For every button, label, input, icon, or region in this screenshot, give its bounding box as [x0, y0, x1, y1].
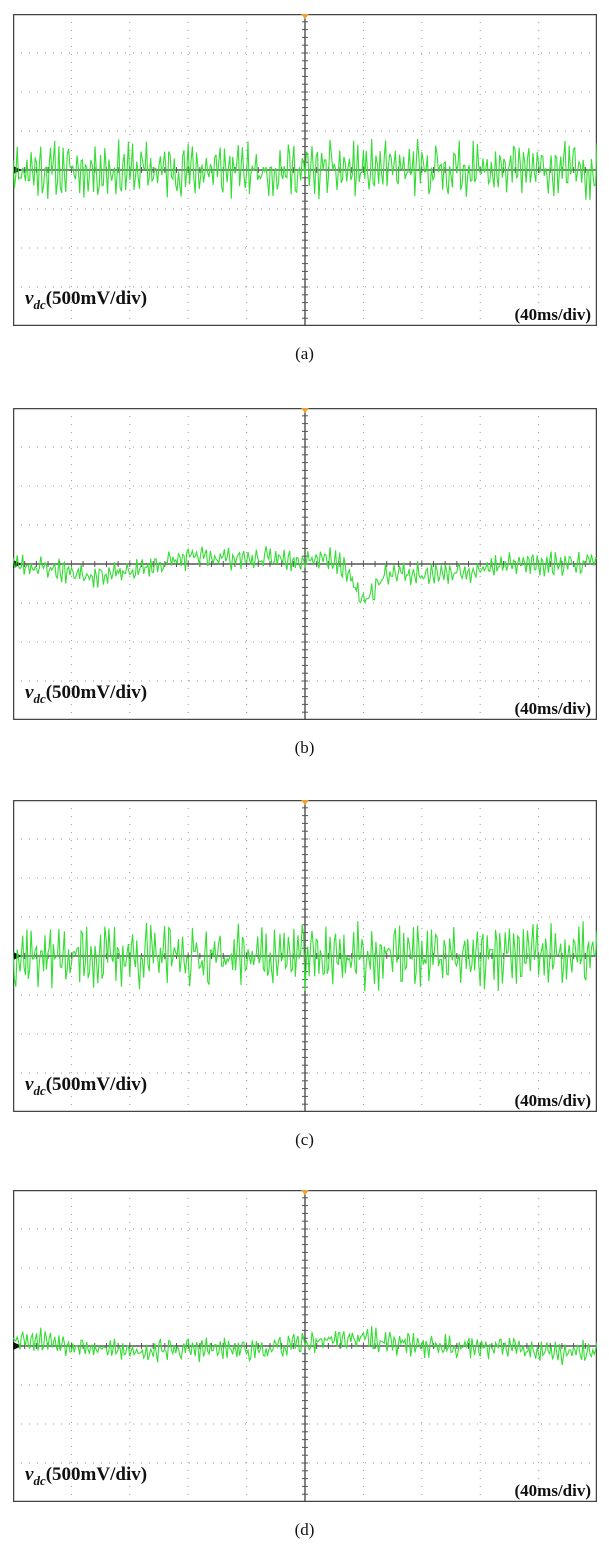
- ground-marker-icon: [13, 1342, 22, 1350]
- time-scale-label: (40ms/div): [515, 1481, 592, 1500]
- ground-marker-icon: [13, 560, 22, 568]
- vertical-scale-label: vdc(500mV/div): [25, 682, 147, 706]
- vertical-scale-label: vdc(500mV/div): [25, 1464, 147, 1488]
- trigger-marker-icon: [301, 408, 309, 413]
- time-scale-label: (40ms/div): [515, 1091, 592, 1110]
- vdc-waveform-trace: [13, 921, 597, 992]
- vertical-scale-label: vdc(500mV/div): [25, 288, 147, 312]
- trigger-marker-icon: [301, 1190, 309, 1195]
- vdc-waveform-trace: [13, 138, 597, 201]
- time-scale-label: (40ms/div): [515, 699, 592, 718]
- oscilloscope-screen: vdc(500mV/div) (40ms/div): [13, 14, 597, 326]
- oscilloscope-plot: vdc(500mV/div) (40ms/div): [13, 1190, 597, 1502]
- panel-caption: (a): [295, 344, 314, 363]
- oscilloscope-screen: vdc(500mV/div) (40ms/div): [13, 408, 597, 720]
- trigger-marker-icon: [301, 800, 309, 805]
- panel-caption: (d): [294, 1520, 315, 1539]
- oscilloscope-plot: vdc(500mV/div) (40ms/div): [13, 408, 597, 720]
- oscilloscope-plot: vdc(500mV/div) (40ms/div): [13, 14, 597, 326]
- panel-caption: (b): [294, 738, 315, 757]
- ground-marker-icon: [13, 166, 22, 174]
- oscilloscope-plot: vdc(500mV/div) (40ms/div): [13, 800, 597, 1112]
- time-scale-label: (40ms/div): [515, 305, 592, 324]
- scope-graticule: [13, 800, 597, 1112]
- oscilloscope-screen: vdc(500mV/div) (40ms/div): [13, 800, 597, 1112]
- panel-caption: (c): [295, 1130, 314, 1149]
- vdc-waveform-trace: [13, 1326, 597, 1366]
- trigger-marker-icon: [301, 14, 309, 19]
- vdc-waveform-trace: [13, 546, 597, 604]
- vertical-scale-label: vdc(500mV/div): [25, 1074, 147, 1098]
- oscilloscope-screen: vdc(500mV/div) (40ms/div): [13, 1190, 597, 1502]
